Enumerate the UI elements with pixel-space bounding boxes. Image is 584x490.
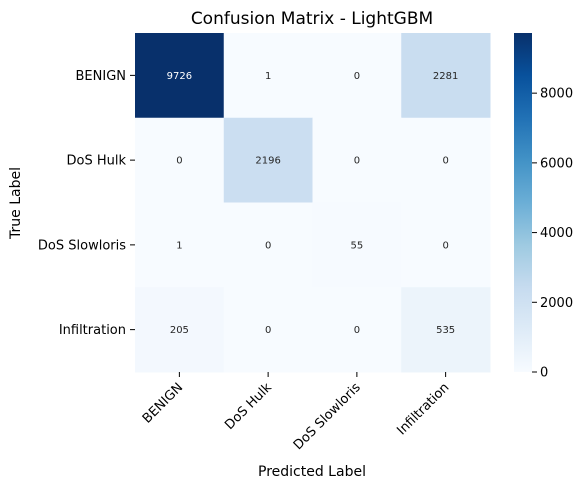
heatmap-cell [135, 202, 225, 288]
heatmap-cell [135, 117, 225, 203]
y-tick-label: DoS Hulk [66, 154, 126, 169]
heatmap-cell [135, 287, 225, 373]
heatmap-cell-labels: 9726 1 0 2281 0 2196 0 0 1 0 55 0 205 0 0 535 [167, 71, 459, 336]
cell-value-label: 9726 [167, 71, 192, 82]
x-tick-label: BENIGN [140, 380, 186, 426]
colorbar-gradient [514, 33, 532, 372]
cell-value-label: 1 [265, 71, 271, 82]
x-axis-label: Predicted Label [258, 464, 366, 480]
x-tick-label: DoS Slowloris [291, 380, 364, 453]
chart-title: Confusion Matrix - LightGBM [191, 9, 433, 29]
heatmap-cell [135, 33, 225, 119]
x-tick-label: DoS Hulk [222, 380, 275, 433]
colorbar-tick-label: 6000 [540, 156, 573, 171]
colorbar-tick-label: 2000 [540, 296, 573, 311]
heatmap-cell [312, 33, 402, 119]
y-axis-ticks: BENIGN DoS Hulk DoS Slowloris Infiltration [38, 69, 135, 338]
cell-value-label: 1 [176, 240, 182, 251]
heatmap-cell [312, 117, 402, 203]
y-tick-label: BENIGN [76, 69, 127, 84]
heatmap-cell [223, 202, 313, 288]
heatmap-cell [312, 287, 402, 373]
cell-value-label: 205 [170, 325, 189, 336]
y-axis-label: True Label [8, 167, 24, 240]
heatmap-cells [135, 33, 491, 373]
heatmap-cell [312, 202, 402, 288]
cell-value-label: 0 [442, 156, 448, 167]
colorbar: 0 2000 4000 6000 8000 [514, 33, 573, 381]
cell-value-label: 2281 [433, 71, 458, 82]
cell-value-label: 55 [351, 240, 364, 251]
cell-value-label: 0 [176, 156, 182, 167]
cell-value-label: 0 [354, 325, 360, 336]
heatmap-cell [401, 117, 491, 203]
cell-value-label: 535 [436, 325, 455, 336]
cell-value-label: 0 [442, 240, 448, 251]
heatmap-cell [223, 33, 313, 119]
cell-value-label: 0 [354, 71, 360, 82]
colorbar-tick-label: 8000 [540, 87, 573, 102]
y-tick-label: Infiltration [59, 323, 126, 338]
cell-value-label: 0 [265, 325, 271, 336]
heatmap-cell [401, 33, 491, 119]
heatmap-cell [401, 202, 491, 288]
x-tick-label: Infiltration [394, 380, 452, 438]
heatmap-cell [223, 287, 313, 373]
colorbar-tick-label: 0 [540, 366, 548, 381]
x-axis-ticks: BENIGN DoS Hulk DoS Slowloris Infiltration [140, 372, 452, 453]
heatmap-cell [401, 287, 491, 373]
cell-value-label: 2196 [255, 156, 280, 167]
cell-value-label: 0 [265, 240, 271, 251]
heatmap-cell [223, 117, 313, 203]
colorbar-tick-label: 4000 [540, 226, 573, 241]
cell-value-label: 0 [354, 156, 360, 167]
y-tick-label: DoS Slowloris [38, 238, 126, 253]
